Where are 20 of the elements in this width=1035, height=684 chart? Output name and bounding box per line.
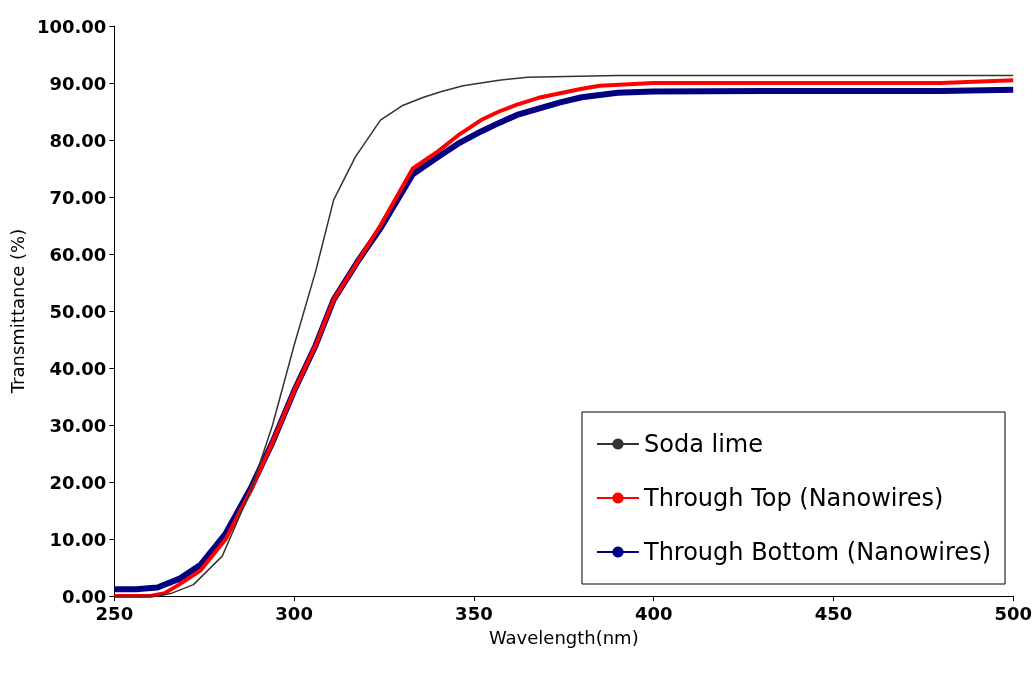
x-tick-label: 450 [814, 602, 853, 624]
y-tick-label: 100.00 [36, 15, 107, 37]
y-tick-label: 20.00 [49, 471, 107, 493]
legend-label: Soda lime [643, 430, 763, 458]
y-tick-label: 80.00 [49, 129, 107, 151]
legend-label: Through Bottom (Nanowires) [642, 538, 991, 566]
y-tick-label: 50.00 [49, 300, 107, 322]
x-tick-label: 300 [275, 602, 313, 624]
x-axis-title: Wavelength(nm) [488, 626, 639, 648]
y-tick-label: 60.00 [49, 243, 107, 265]
y-tick-label: 30.00 [49, 414, 107, 436]
legend-label: Through Top (Nanowires) [642, 484, 944, 512]
y-tick-label: 90.00 [49, 72, 107, 94]
x-tick-label: 350 [455, 602, 493, 624]
y-tick-label: 70.00 [49, 186, 107, 208]
x-tick-label: 500 [994, 602, 1032, 624]
x-tick-label: 400 [634, 602, 673, 624]
y-tick-label: 10.00 [49, 528, 107, 550]
y-axis-title: Transmittance (%) [6, 228, 28, 395]
y-tick-label: 40.00 [49, 357, 107, 379]
